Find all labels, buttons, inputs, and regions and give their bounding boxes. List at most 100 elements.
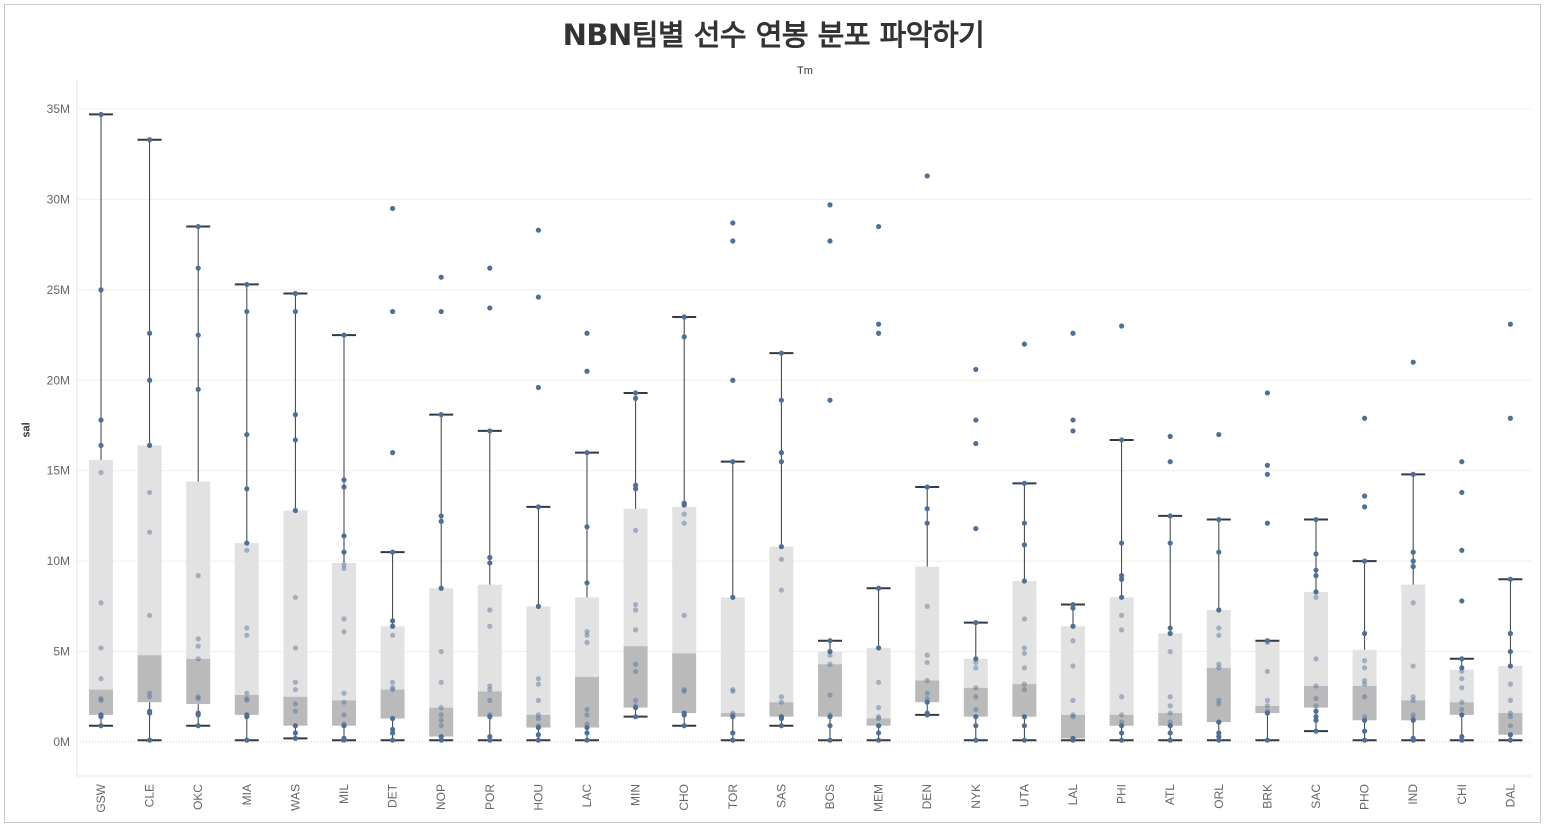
box-lower-brk (1255, 705, 1280, 714)
salary-point (147, 694, 153, 700)
salary-point (195, 694, 201, 700)
x-tick-label-phi: PHI (1115, 784, 1129, 804)
salary-point (778, 723, 785, 729)
salary-point (681, 334, 687, 340)
salary-point (1507, 576, 1513, 582)
salary-point (876, 679, 882, 685)
salary-point (535, 681, 542, 687)
x-tick-label-sac: SAC (1309, 784, 1323, 809)
salary-point (1021, 542, 1027, 548)
salary-point (584, 730, 590, 736)
salary-point (876, 723, 882, 729)
salary-point (827, 397, 833, 403)
x-tick-label-ind: IND (1406, 784, 1420, 805)
salary-point (827, 661, 833, 667)
salary-point (341, 723, 347, 729)
salary-point (1264, 638, 1270, 644)
salary-point (438, 308, 444, 315)
chart-title: NBN팀별 선수 연봉 분포 파악하기 (562, 18, 985, 52)
x-tick-label-uta: UTA (1017, 784, 1031, 807)
salary-point (924, 677, 930, 684)
salary-point (1167, 710, 1173, 716)
salary-point (1264, 639, 1270, 646)
salary-point (1264, 462, 1270, 468)
salary-point (390, 726, 396, 732)
salary-point (1362, 665, 1368, 671)
salary-point (147, 612, 153, 619)
salary-point (1410, 712, 1416, 718)
x-tick-label-dal: DAL (1503, 784, 1517, 808)
salary-point (1119, 737, 1125, 743)
box-upper-gsw (89, 459, 113, 690)
x-tick-label-was: WAS (288, 784, 302, 811)
salary-point (438, 274, 444, 280)
salary-point (1362, 630, 1368, 637)
salary-point (341, 332, 347, 338)
salary-point (1313, 714, 1319, 720)
salary-point (1313, 567, 1319, 573)
salary-point (633, 482, 639, 488)
salary-point (1313, 703, 1319, 709)
salary-point (292, 723, 298, 729)
salary-point (584, 721, 590, 727)
salary-point (1264, 703, 1270, 709)
salary-point (147, 710, 153, 716)
salary-point (1459, 699, 1465, 705)
salary-point (1021, 578, 1027, 584)
y-tick-label: 30M (47, 192, 70, 206)
salary-point (1313, 717, 1319, 723)
salary-point (98, 676, 104, 682)
salary-point (292, 679, 298, 685)
box-lower-uta (1012, 684, 1037, 717)
salary-point (390, 632, 396, 638)
x-tick-label-sas: SAS (774, 784, 788, 808)
salary-point (1507, 697, 1513, 704)
box-upper-lal (1061, 626, 1085, 715)
salary-point (438, 412, 444, 418)
salary-point (147, 690, 153, 696)
salary-point (390, 715, 396, 722)
salary-point (681, 688, 687, 694)
salary-point (1167, 719, 1173, 725)
salary-point (535, 294, 542, 300)
x-tick-label-por: POR (483, 784, 497, 810)
salary-point (1459, 668, 1465, 675)
salary-point (633, 601, 639, 608)
salary-point (1216, 516, 1222, 523)
salary-point (681, 686, 687, 693)
salary-point (584, 712, 590, 718)
salary-point (778, 715, 785, 722)
salary-point (98, 645, 104, 651)
salary-point (535, 384, 542, 391)
salary-point (487, 428, 493, 434)
x-tick-label-cle: CLE (143, 784, 157, 807)
salary-point (730, 688, 736, 694)
box-upper-chi (1449, 669, 1474, 703)
salary-point (924, 484, 930, 490)
salary-point (1362, 728, 1368, 734)
salary-point (1119, 540, 1125, 546)
salary-point (827, 648, 833, 655)
salary-point (1507, 732, 1513, 738)
salary-point (1119, 712, 1125, 718)
x-tick-label-mem: MEM (872, 784, 886, 812)
salary-point (244, 281, 250, 288)
salary-point (195, 332, 201, 338)
box-upper-mia (234, 543, 259, 695)
salary-point (1021, 737, 1027, 743)
salary-point (827, 202, 833, 208)
salary-point (1070, 638, 1076, 644)
x-tick-label-nop: NOP (434, 784, 448, 810)
salary-point (1021, 650, 1027, 656)
salary-point (1410, 737, 1416, 743)
salary-point (341, 616, 347, 622)
salary-point (584, 632, 590, 638)
salary-point (924, 173, 930, 179)
salary-point (438, 717, 444, 723)
salary-point (292, 507, 298, 514)
salary-point (1216, 701, 1222, 707)
salary-point (1313, 708, 1319, 714)
salary-point (341, 699, 347, 705)
salary-point (438, 679, 444, 685)
salary-point (1507, 630, 1513, 637)
